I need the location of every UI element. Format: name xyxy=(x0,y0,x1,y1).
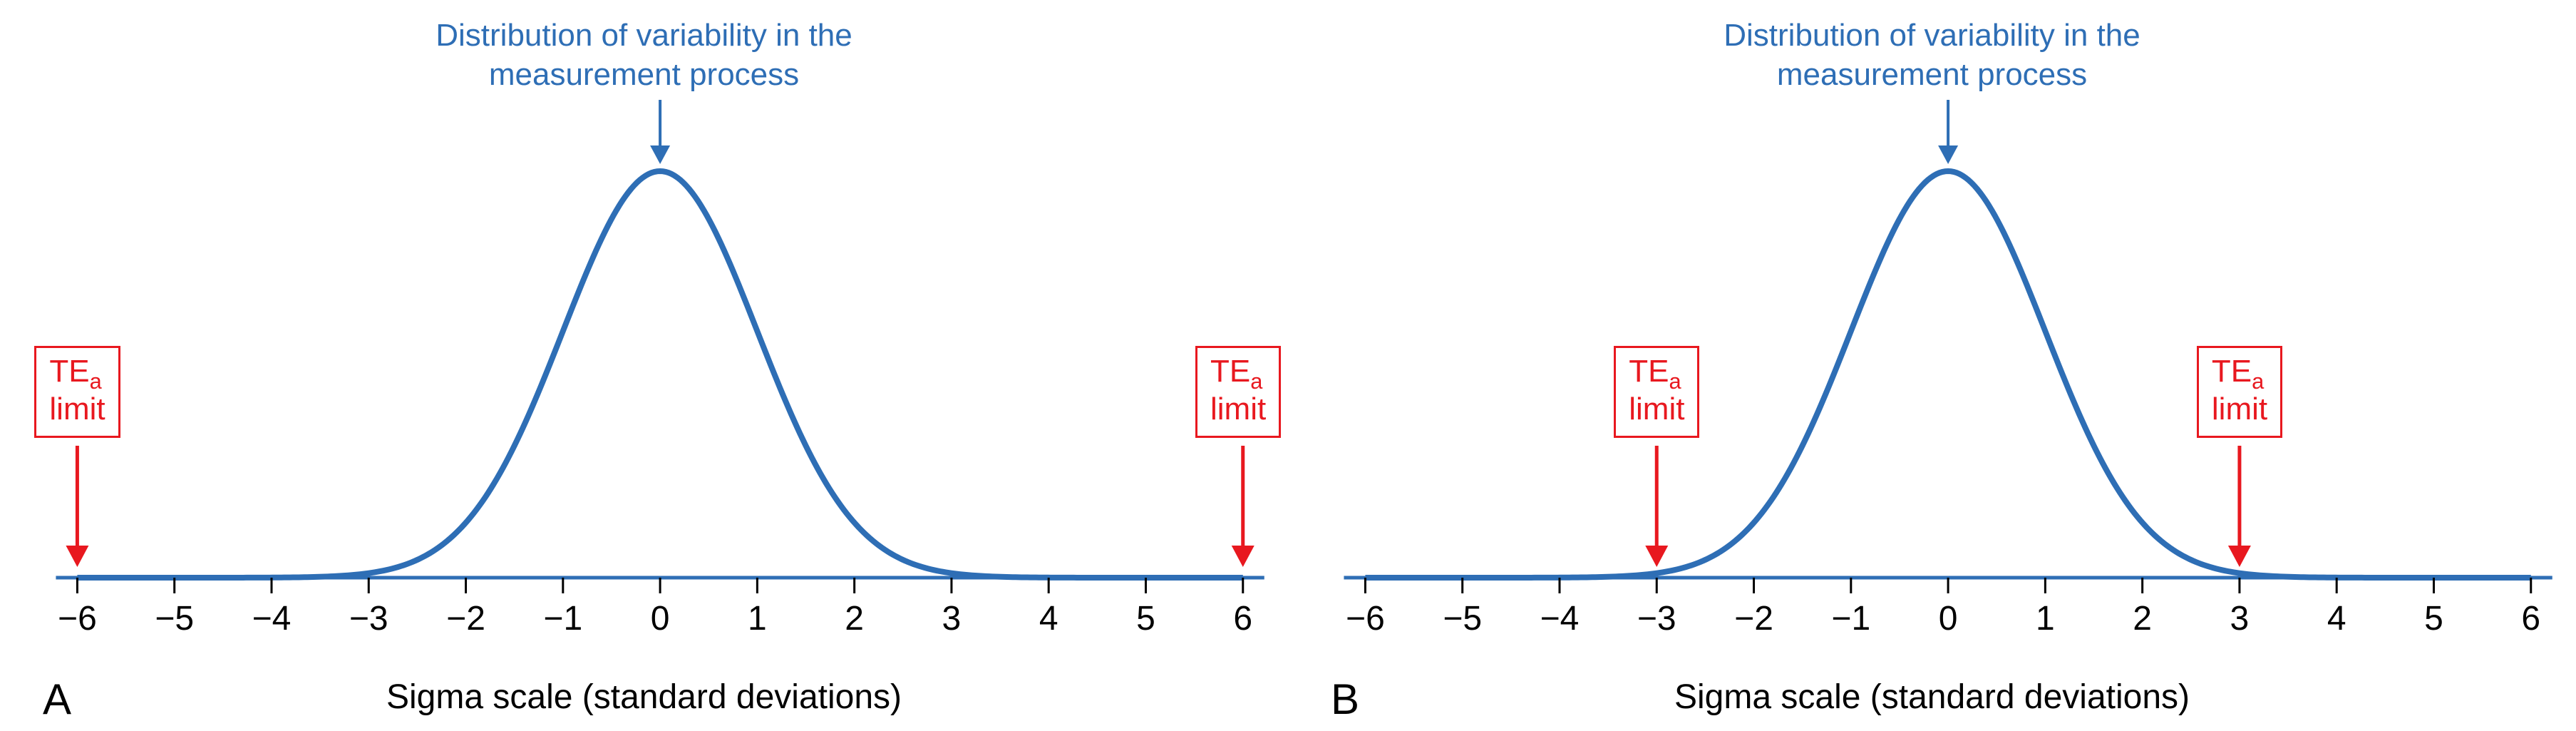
normal-curve xyxy=(1365,171,2530,578)
chart-title-line1: Distribution of variability in the xyxy=(1288,18,2576,54)
tea-label-line2: limit xyxy=(1629,393,1684,426)
panel-label: B xyxy=(1331,675,1359,724)
chart-title-line2: measurement process xyxy=(1288,57,2576,93)
tea-label-main: TE xyxy=(1629,354,1669,389)
tick-label: 2 xyxy=(845,599,864,638)
x-axis-label: Sigma scale (standard deviations) xyxy=(0,678,1288,717)
tea-label-line2: limit xyxy=(1210,393,1266,426)
tea-label-line1: TEa xyxy=(1629,355,1684,393)
tick-label: 6 xyxy=(2521,599,2540,638)
tea-label-line1: TEa xyxy=(49,355,105,393)
tea-label-main: TE xyxy=(2212,354,2252,389)
tea-arrow-head xyxy=(1232,546,1254,567)
tea-label-line2: limit xyxy=(49,393,105,426)
panel-label: A xyxy=(43,675,71,724)
tick-label: −4 xyxy=(1540,599,1580,638)
tea-limit-box: TEalimit xyxy=(34,346,120,438)
normal-curve xyxy=(77,171,1242,578)
tea-label-sub: a xyxy=(1669,369,1681,394)
tea-label-sub: a xyxy=(2252,369,2264,394)
tea-limit-box: TEalimit xyxy=(1614,346,1699,438)
tea-label-sub: a xyxy=(1250,369,1262,394)
tea-arrow-head xyxy=(2228,546,2251,567)
tea-label-sub: a xyxy=(90,369,102,394)
tick-label: −5 xyxy=(1443,599,1482,638)
tea-limit-box: TEalimit xyxy=(2197,346,2282,438)
tick-label: 5 xyxy=(2424,599,2443,638)
tick-label: −5 xyxy=(155,599,194,638)
tea-label-main: TE xyxy=(49,354,89,389)
tick-label: 1 xyxy=(748,599,767,638)
panel-b: Distribution of variability in themeasur… xyxy=(1288,0,2576,731)
tick-label: −6 xyxy=(1346,599,1385,638)
tick-label: 4 xyxy=(1039,599,1058,638)
tick-label: 2 xyxy=(2133,599,2152,638)
title-arrow-head xyxy=(1938,145,1958,164)
tick-label: −1 xyxy=(1831,599,1870,638)
panel-a: Distribution of variability in themeasur… xyxy=(0,0,1288,731)
x-axis-label: Sigma scale (standard deviations) xyxy=(1288,678,2576,717)
tick-label: −2 xyxy=(1734,599,1773,638)
tick-label: 5 xyxy=(1136,599,1155,638)
tick-label: 1 xyxy=(2036,599,2055,638)
tick-label: −4 xyxy=(252,599,292,638)
title-arrow-head xyxy=(650,145,670,164)
tick-label: 3 xyxy=(2230,599,2250,638)
tick-label: −2 xyxy=(446,599,485,638)
tea-limit-box: TEalimit xyxy=(1195,346,1281,438)
tea-arrow-head xyxy=(66,546,88,567)
tick-label: −6 xyxy=(58,599,97,638)
tick-label: −3 xyxy=(1637,599,1676,638)
tea-label-main: TE xyxy=(1210,354,1250,389)
chart-title-line1: Distribution of variability in the xyxy=(0,18,1288,54)
tick-label: −3 xyxy=(349,599,388,638)
tea-label-line2: limit xyxy=(2212,393,2267,426)
tick-label: 4 xyxy=(2327,599,2346,638)
tick-label: 0 xyxy=(651,599,670,638)
tick-label: 0 xyxy=(1939,599,1958,638)
tick-label: −1 xyxy=(543,599,582,638)
tea-label-line1: TEa xyxy=(1210,355,1266,393)
chart-title-line2: measurement process xyxy=(0,57,1288,93)
tea-arrow-head xyxy=(1645,546,1668,567)
tea-label-line1: TEa xyxy=(2212,355,2267,393)
tick-label: 3 xyxy=(942,599,962,638)
tick-label: 6 xyxy=(1233,599,1252,638)
